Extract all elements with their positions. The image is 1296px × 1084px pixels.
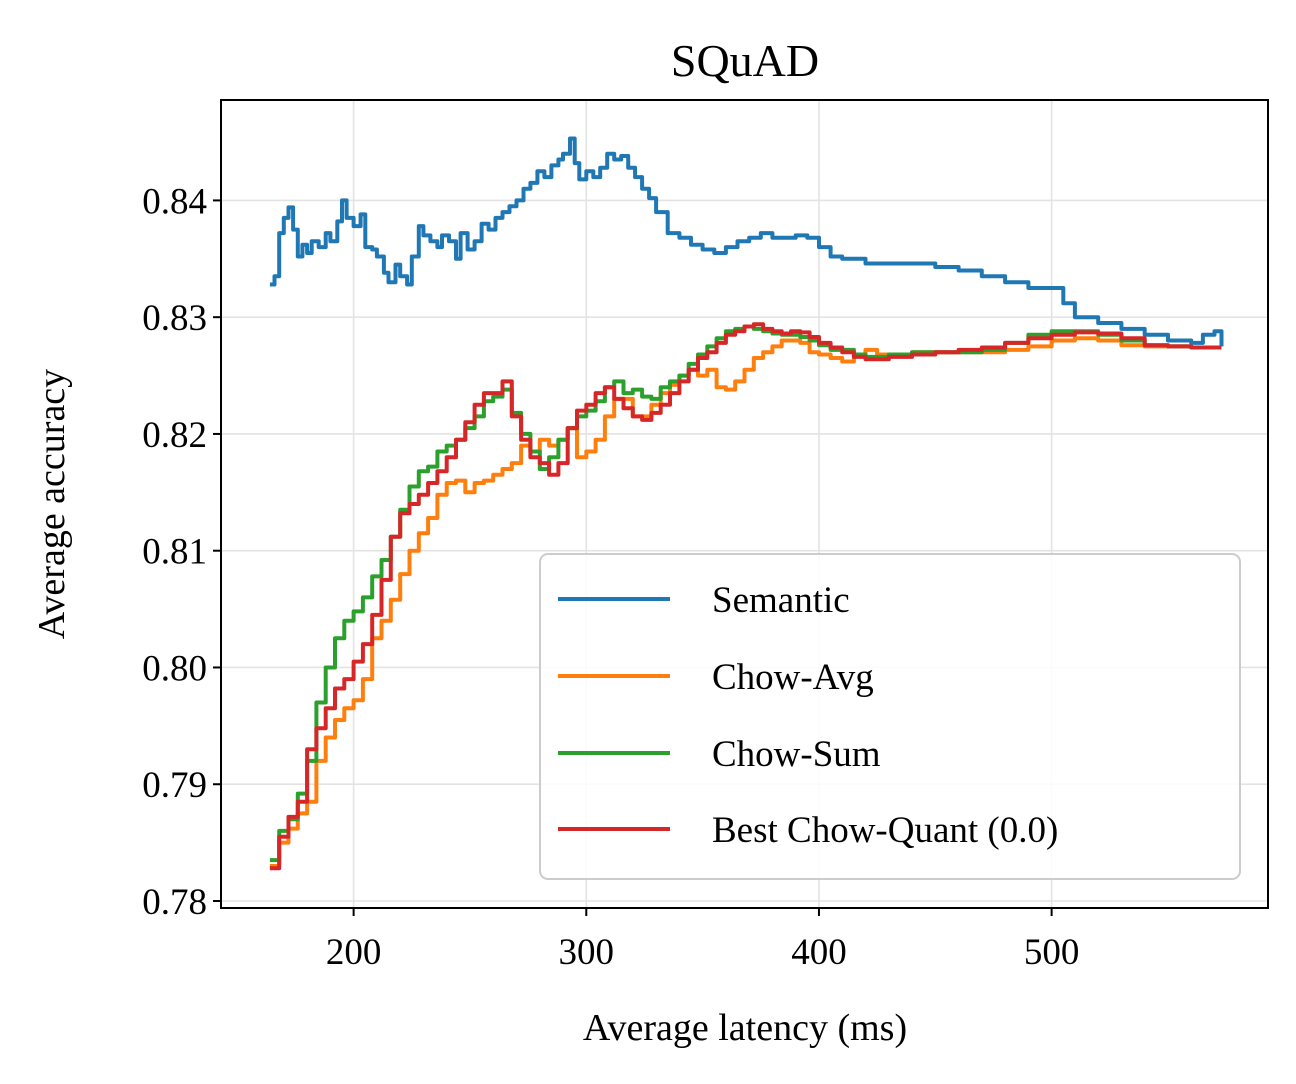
legend: Semantic Chow-Avg Chow-Sum Best Chow-Quant … [539, 553, 1241, 880]
y-tick-label: 0.80 [142, 648, 207, 689]
x-tick-label: 400 [791, 932, 847, 973]
y-tick-label: 0.78 [142, 882, 207, 923]
y-tick-label: 0.82 [142, 415, 207, 456]
y-tick-label: 0.84 [142, 181, 207, 222]
y-tick-label: 0.81 [142, 532, 207, 573]
series-line-best-chow-quant-0-0 [269, 322, 1222, 871]
chart-title: SQuAD [671, 35, 819, 86]
x-tick-label: 500 [1024, 932, 1080, 973]
y-axis-label: Average accuracy [31, 369, 73, 639]
legend-items: Semantic Chow-Avg Chow-Sum Best Chow-Quant … [558, 580, 1058, 851]
tick-layer: 200 300 400 500 0.78 0.79 0.80 0.81 0.82 0.83 0.84 [142, 181, 1079, 973]
legend-label-semantic: Semantic [712, 580, 850, 621]
x-tick-label: 300 [559, 932, 615, 973]
legend-label-best-chow-quant-0-0: Best Chow-Quant (0.0) [712, 810, 1058, 851]
series-layer [269, 136, 1224, 871]
legend-label-chow-sum: Chow-Sum [712, 734, 881, 775]
x-axis-label: Average latency (ms) [583, 1007, 907, 1049]
legend-label-chow-avg: Chow-Avg [712, 657, 874, 698]
series-line-semantic [269, 136, 1224, 347]
plot-area-frame [220, 99, 1269, 909]
legend-box [539, 553, 1241, 880]
y-tick-label: 0.83 [142, 298, 207, 339]
y-tick-label: 0.79 [142, 765, 207, 806]
x-tick-label: 200 [326, 932, 382, 973]
